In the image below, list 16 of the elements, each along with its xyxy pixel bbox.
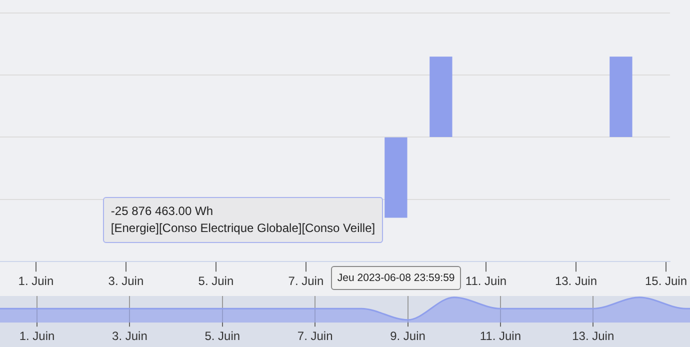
x-tick-label: 11. Juin	[465, 274, 507, 288]
annotation: -25 876 463.00 Wh [Energie][Conso Electrique Globale][Conso Veille]	[102, 197, 384, 243]
x-tick-label: 1. Juin	[18, 274, 54, 288]
x-tick-label: 11. Juin	[480, 329, 522, 344]
x-tick-label: 13. Juin	[572, 329, 614, 344]
x-tick-label: 13. Juin	[554, 274, 597, 288]
text: Jeu 2023-06-08 23:59:59	[331, 266, 461, 290]
x-tick-label: 15. Juin	[644, 274, 687, 288]
x-tick-label: 3. Juin	[112, 329, 148, 344]
x-tick-label: 3. Juin	[108, 274, 144, 288]
x-tick-label: 5. Juin	[198, 274, 234, 288]
x-tick-label: 5. Juin	[204, 329, 240, 344]
x-tick-label: 7. Juin	[297, 329, 333, 344]
x-tick-label: 1. Juin	[19, 329, 55, 344]
x-tick-label: 9. Juin	[390, 329, 426, 344]
x-tick-label: 7. Juin	[288, 274, 324, 288]
